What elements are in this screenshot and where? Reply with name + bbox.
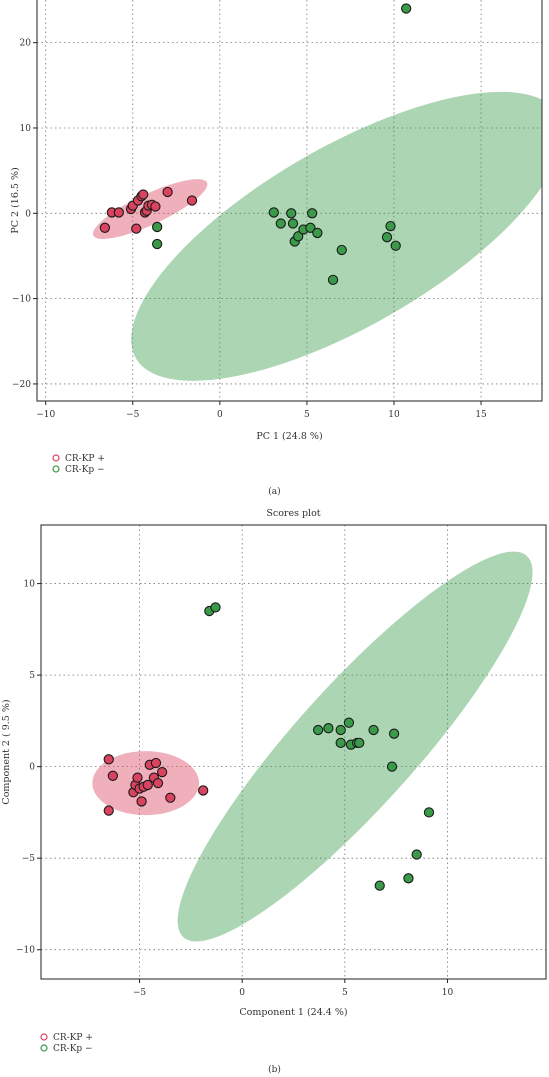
x-tick-label: 0	[239, 988, 245, 998]
plot-frame	[36, 0, 543, 402]
y-tick-label: 10	[20, 124, 32, 134]
data-point-series-2	[343, 717, 355, 728]
data-point-series-1	[131, 223, 142, 234]
data-point-series-2	[152, 221, 163, 233]
data-point-series-2	[411, 849, 422, 860]
y-tick-label: 10	[24, 580, 36, 590]
x-tick-label: 5	[304, 410, 310, 420]
data-point-series-1	[103, 754, 114, 765]
x-axis-label: PC 1 (24.8 %)	[256, 431, 322, 442]
data-point-series-2	[336, 244, 347, 256]
confidence-ellipse-2	[131, 91, 542, 381]
data-point-series-1	[150, 201, 161, 212]
data-point-series-1	[162, 186, 173, 198]
data-point-series-2	[286, 208, 297, 219]
data-point-series-2	[401, 3, 412, 14]
data-point-series-2	[354, 737, 365, 748]
x-tick-label: 0	[217, 410, 223, 420]
data-point-series-2	[386, 761, 398, 772]
data-point-series-2	[287, 218, 299, 229]
plot-area	[92, 551, 533, 942]
y-axis-label: Component 2 ( 9.5 %)	[1, 699, 12, 804]
legend-marker-2	[52, 465, 60, 473]
data-point-series-2	[423, 807, 435, 818]
data-point-series-1	[99, 222, 111, 233]
data-point-series-2	[305, 222, 316, 233]
data-point-series-2	[306, 208, 318, 219]
plsda-scores-chart: Scores plot −5 0 5 10 −10 −5 0 5 10 Component 1 (2…	[1, 508, 547, 1075]
data-point-series-1	[107, 770, 118, 781]
legend-label-2: CR-Kp −	[53, 1044, 93, 1054]
data-point-series-1	[113, 207, 124, 218]
data-point-series-2	[312, 724, 324, 736]
data-point-series-2	[385, 220, 396, 232]
data-point-series-2	[152, 238, 163, 250]
data-point-series-2	[374, 880, 385, 891]
x-tick-label: −5	[133, 988, 147, 998]
data-point-series-2	[323, 723, 334, 734]
legend-label-1: CR-KP +	[65, 454, 105, 464]
plot-frame	[40, 524, 547, 980]
data-point-series-2	[293, 231, 304, 242]
y-tick-label: −20	[12, 380, 31, 390]
data-point-series-1	[156, 766, 168, 778]
legend-marker-2	[40, 1044, 48, 1052]
y-tick-label: 0	[29, 763, 35, 773]
data-point-series-1	[138, 189, 149, 200]
data-point-series-1	[142, 779, 153, 791]
data-point-series-1	[150, 757, 162, 769]
data-point-series-1	[198, 785, 209, 796]
data-point-series-1	[103, 805, 114, 816]
plot-area	[93, 3, 542, 381]
data-point-series-1	[132, 772, 143, 783]
data-point-series-2	[327, 274, 339, 285]
x-tick-label: 10	[442, 988, 454, 998]
y-tick-label: 5	[29, 671, 35, 681]
grid-lines	[41, 525, 546, 979]
data-point-series-2	[335, 724, 346, 736]
legend-label-2: CR-Kp −	[65, 465, 105, 475]
data-point-series-1	[186, 195, 198, 206]
x-axis-label: Component 1 (24.4 %)	[239, 1007, 347, 1018]
x-tick-label: −5	[126, 410, 140, 420]
data-point-series-2	[403, 873, 414, 884]
x-tick-label: −10	[36, 410, 55, 420]
x-tick-label: 10	[388, 410, 400, 420]
data-point-series-2	[388, 728, 400, 739]
data-point-series-1	[136, 796, 147, 807]
data-point-series-2	[210, 602, 221, 613]
data-point-series-1	[165, 792, 176, 803]
x-tick-label: 15	[475, 410, 487, 420]
y-tick-label: −10	[16, 946, 35, 956]
data-point-series-2	[312, 227, 323, 239]
y-tick-label: −5	[22, 854, 36, 864]
data-point-series-1	[152, 777, 164, 789]
data-point-series-2	[335, 737, 346, 748]
y-axis-label: PC 2 (16.5 %)	[10, 167, 21, 233]
data-point-series-2	[275, 218, 286, 229]
data-point-series-2	[381, 232, 393, 243]
legend-marker-1	[52, 454, 60, 462]
panel-label: (b)	[268, 1064, 281, 1075]
chart-title: Scores plot	[266, 508, 320, 519]
x-tick-label: 5	[342, 988, 348, 998]
legend-marker-1	[40, 1033, 48, 1041]
legend-label-1: CR-KP +	[53, 1033, 93, 1043]
panel-label: (a)	[268, 486, 280, 497]
grid-lines	[37, 0, 542, 401]
data-point-series-2	[268, 207, 279, 218]
data-point-series-2	[368, 724, 379, 736]
data-point-series-2	[390, 240, 401, 251]
pca-scores-chart: −10 −5 0 5 10 15 −20 −10 0 10 20 PC 1 (24.8 %) PC 2 …	[10, 0, 543, 497]
y-tick-label: −10	[12, 295, 31, 305]
y-tick-label: 20	[20, 39, 32, 49]
y-tick-label: 0	[25, 209, 31, 219]
